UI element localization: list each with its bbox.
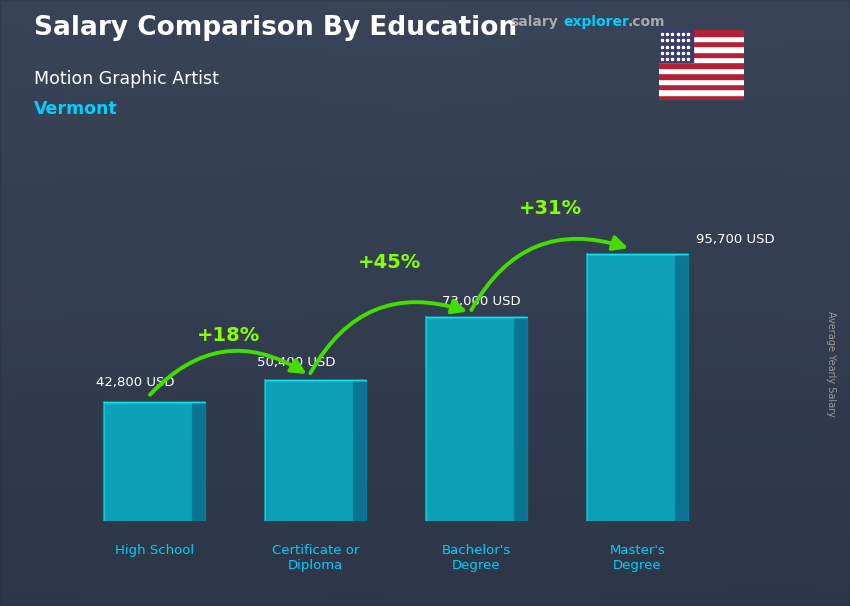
Text: salary: salary [510, 15, 558, 29]
Text: explorer: explorer [564, 15, 629, 29]
Text: +18%: +18% [197, 326, 260, 345]
Text: Salary Comparison By Education: Salary Comparison By Education [34, 15, 517, 41]
Text: Master's
Degree: Master's Degree [609, 544, 666, 571]
Bar [586, 254, 675, 521]
Bar [659, 89, 744, 95]
Bar [659, 47, 744, 52]
Text: .com: .com [627, 15, 665, 29]
Bar [659, 95, 744, 100]
Bar [659, 79, 744, 84]
Text: Vermont: Vermont [34, 100, 117, 118]
Bar [659, 68, 744, 73]
Text: 42,800 USD: 42,800 USD [96, 376, 174, 389]
Bar [104, 402, 192, 521]
Text: 73,000 USD: 73,000 USD [442, 295, 520, 308]
Bar [659, 73, 744, 79]
Text: 50,400 USD: 50,400 USD [257, 356, 335, 369]
Bar [659, 57, 744, 62]
Text: Average Yearly Salary: Average Yearly Salary [826, 311, 836, 416]
Text: +31%: +31% [518, 199, 582, 218]
Bar [659, 84, 744, 89]
Bar [659, 30, 693, 62]
Polygon shape [354, 381, 366, 521]
Bar [264, 381, 354, 521]
Bar [659, 30, 744, 36]
Text: Bachelor's
Degree: Bachelor's Degree [442, 544, 511, 571]
Text: Motion Graphic Artist: Motion Graphic Artist [34, 70, 218, 88]
Text: 95,700 USD: 95,700 USD [696, 233, 774, 246]
Bar [659, 36, 744, 41]
Text: +45%: +45% [358, 253, 421, 272]
Text: High School: High School [115, 544, 194, 557]
Bar [659, 52, 744, 57]
Polygon shape [675, 254, 688, 521]
Polygon shape [514, 318, 527, 521]
Text: Certificate or
Diploma: Certificate or Diploma [272, 544, 360, 571]
Bar [659, 62, 744, 68]
Bar [426, 318, 514, 521]
Polygon shape [192, 402, 205, 521]
Bar [659, 41, 744, 47]
